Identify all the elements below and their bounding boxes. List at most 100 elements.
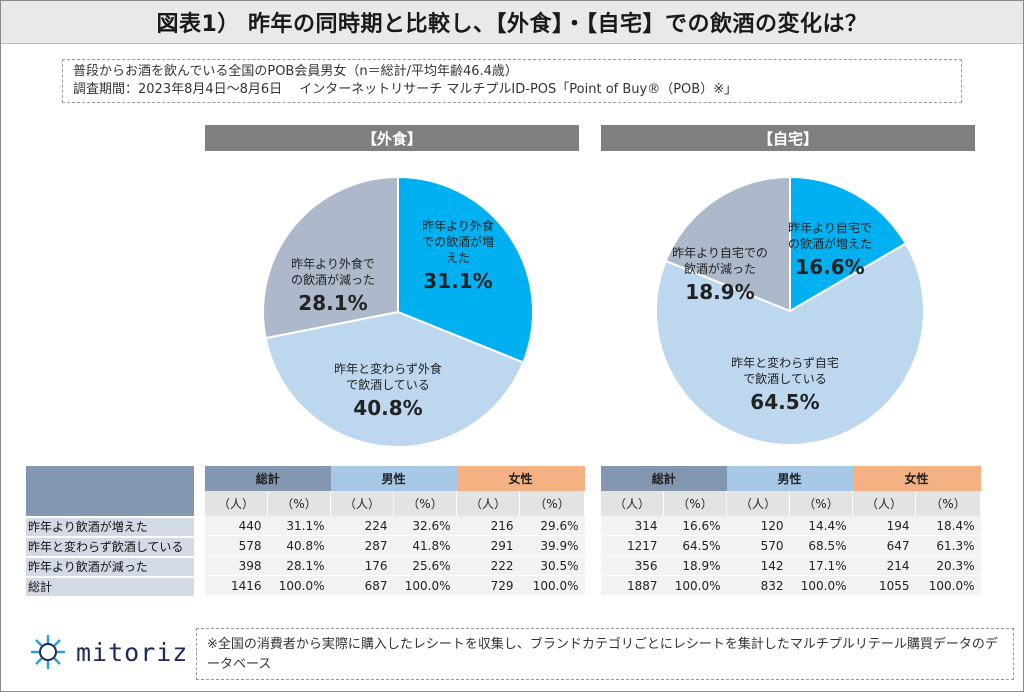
table-group-header: 総計: [601, 466, 727, 491]
slice-value-label: 28.1%: [298, 291, 367, 315]
table-unit-header: （人）: [726, 491, 790, 516]
table-cell: 25.6%: [393, 555, 457, 576]
table-cell: 100.0%: [789, 575, 853, 596]
table-cell: 1217: [601, 535, 664, 556]
table-cell: 687: [330, 575, 394, 596]
table-unit-header: （%）: [393, 491, 457, 516]
table-cell: 20.3%: [915, 555, 981, 576]
table-cell: 729: [456, 575, 520, 596]
table-row: 1887 100.0% 832 100.0% 1055 100.0%: [601, 575, 981, 596]
table-cell: 17.1%: [789, 555, 853, 576]
table-cell: 39.9%: [519, 535, 585, 556]
table-cell: 832: [726, 575, 790, 596]
table-cell: 16.6%: [663, 516, 727, 536]
table-cell: 1887: [601, 575, 664, 596]
table-cell: 18.4%: [915, 516, 981, 536]
table-cell: 120: [726, 516, 790, 536]
pie-title-outside: 【外食】: [205, 125, 579, 151]
row-label-header: [26, 466, 194, 516]
table-cell: 68.5%: [789, 535, 853, 556]
slice-value-label: 18.9%: [685, 280, 754, 304]
table-group-header: 総計: [205, 466, 331, 491]
table-row: 1217 64.5% 570 68.5% 647 61.3%: [601, 535, 981, 556]
table-cell: 18.9%: [663, 555, 727, 576]
table-cell: 214: [852, 555, 916, 576]
table-cell: 1416: [205, 575, 268, 596]
table-cell: 28.1%: [267, 555, 331, 576]
slice-label-text: での飲酒が増: [422, 234, 494, 249]
table-group-header: 女性: [852, 466, 981, 491]
data-table-outside: 総計 男性 女性 （人） （%） （人） （%） （人） （%） 440 31.1% 224 32.6%…: [205, 466, 585, 596]
table-cell: 142: [726, 555, 790, 576]
table-cell: 100.0%: [393, 575, 457, 596]
survey-note: 普段からお酒を飲んでいる全国のPOB会員男女（n＝総計/平均年齢46.4歳） 調…: [62, 59, 962, 103]
slice-label-text: で飲酒している: [346, 377, 430, 392]
figure-title: 図表1） 昨年の同時期と比較し、【外食】・【自宅】での飲酒の変化は？: [1, 1, 1023, 44]
pie-slice: [789, 175, 908, 313]
table-cell: 100.0%: [663, 575, 727, 596]
pie-slice: [664, 175, 791, 313]
slice-label-text: の飲酒が増えた: [788, 236, 872, 251]
slice-label-text: 昨年と変わらず自宅: [731, 355, 839, 370]
pie-slice: [655, 242, 925, 446]
table-cell: 570: [726, 535, 790, 556]
table-cell: 398: [205, 555, 268, 576]
table-cell: 100.0%: [915, 575, 981, 596]
slice-label-text: 昨年と変わらず外食: [334, 361, 442, 376]
logo-text: mitoriz: [76, 637, 189, 667]
row-label-total: 総計: [26, 578, 194, 598]
slice-label-text: 飲酒が減った: [684, 261, 756, 276]
slice-label-text: えた: [446, 251, 470, 265]
table-row: 314 16.6% 120 14.4% 194 18.4%: [601, 516, 981, 536]
table-group-header: 女性: [456, 466, 585, 491]
data-table-home: 総計 男性 女性 （人） （%） （人） （%） （人） （%） 314 16.6% 120 14.4%…: [601, 466, 981, 596]
slice-label-text: の飲酒が減った: [291, 272, 375, 287]
table-unit-header: （%）: [915, 491, 981, 516]
table-cell: 356: [601, 555, 664, 576]
table-cell: 64.5%: [663, 535, 727, 556]
survey-note-line1: 普段からお酒を飲んでいる全国のPOB会員男女（n＝総計/平均年齢46.4歳）: [73, 64, 518, 79]
table-cell: 224: [330, 516, 394, 536]
table-cell: 40.8%: [267, 535, 331, 556]
table-unit-header: （%）: [267, 491, 331, 516]
table-cell: 578: [205, 535, 268, 556]
table-row: 440 31.1% 224 32.6% 216 29.6%: [205, 516, 585, 536]
table-cell: 100.0%: [519, 575, 585, 596]
table-group-header: 男性: [726, 466, 853, 491]
table-cell: 647: [852, 535, 916, 556]
table-cell: 440: [205, 516, 268, 536]
slice-label-text: 昨年より外食: [422, 218, 494, 233]
slice-value-label: 40.8%: [353, 396, 422, 420]
table-cell: 287: [330, 535, 394, 556]
company-logo: mitoriz: [26, 630, 188, 674]
table-cell: 100.0%: [267, 575, 331, 596]
table-cell: 29.6%: [519, 516, 585, 536]
pie-slice: [397, 175, 534, 364]
table-cell: 176: [330, 555, 394, 576]
table-unit-header: （人）: [852, 491, 916, 516]
table-unit-header: （人）: [330, 491, 394, 516]
pie-title-home: 【自宅】: [601, 125, 975, 151]
footer-note: ※全国の消費者から実際に購入したレシートを収集し、ブランドカテゴリごとにレシート…: [196, 628, 1014, 680]
slice-value-label: 64.5%: [750, 390, 819, 414]
pie-slice: [264, 310, 525, 448]
slice-value-label: 31.1%: [423, 269, 492, 293]
table-row-labels: 昨年より飲酒が増えた 昨年と変わらず飲酒している 昨年より飲酒が減った 総計: [26, 466, 194, 598]
table-cell: 314: [601, 516, 664, 536]
table-unit-header: （%）: [519, 491, 585, 516]
slice-label-text: で飲酒している: [743, 371, 827, 386]
table-cell: 216: [456, 516, 520, 536]
table-cell: 30.5%: [519, 555, 585, 576]
pie-slice: [262, 175, 399, 340]
table-cell: 41.8%: [393, 535, 457, 556]
table-row: 1416 100.0% 687 100.0% 729 100.0%: [205, 575, 585, 596]
table-unit-header: （人）: [205, 491, 268, 516]
sparkle-ring-icon: [30, 634, 66, 670]
